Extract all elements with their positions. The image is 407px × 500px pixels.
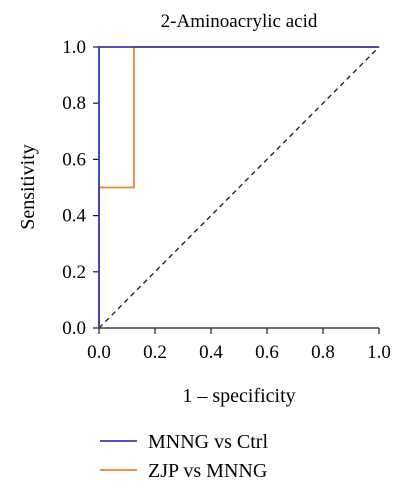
x-tick-label: 0.6 [255,342,279,363]
x-tick-label: 0.4 [199,342,223,363]
x-tick-label: 0.8 [311,342,335,363]
plot-area: 0.0 0.2 0.4 0.6 0.8 1.0 0.0 0.2 0.4 0.6 0.8 1.0 [62,37,391,363]
x-tick-label: 1.0 [367,342,391,363]
legend-label: MNNG vs Ctrl [148,431,268,453]
y-axis-label: Sensitivity [17,144,39,230]
reference-diagonal-line [98,46,380,329]
x-tick-label: 0.2 [143,342,167,363]
series-lines [98,46,379,328]
y-tick-label: 1.0 [62,37,86,58]
y-ticks: 0.0 0.2 0.4 0.6 0.8 1.0 [62,37,99,339]
x-tick-label: 0.0 [87,342,111,363]
y-tick-label: 0.0 [62,318,86,339]
x-ticks: 0.0 0.2 0.4 0.6 0.8 1.0 [87,328,391,363]
y-tick-label: 0.4 [62,206,86,227]
y-tick-label: 0.6 [62,149,86,170]
legend-label: ZJP vs MNNG [148,460,267,482]
chart-title: 2-Aminoacrylic acid [161,11,318,32]
y-tick-label: 0.8 [62,93,86,114]
legend: MNNG vs Ctrl ZJP vs MNNG [100,431,268,482]
x-axis-label: 1 – specificity [182,385,295,407]
series-line-mnng-vs-ctrl [98,46,379,328]
y-tick-label: 0.2 [62,262,86,283]
